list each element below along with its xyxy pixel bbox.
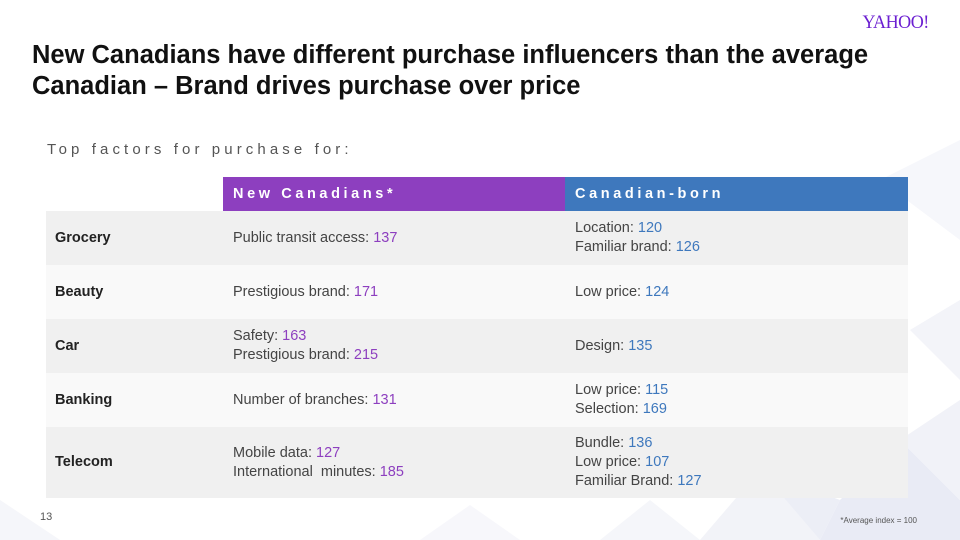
title-line-1: New Canadians have different purchase in… [32, 41, 869, 69]
table-row: Grocery Public transit access: 137 Locat… [46, 211, 908, 265]
factor-item: Familiar Brand: 127 [575, 473, 702, 489]
header-new-canadians: New Canadians* [223, 177, 565, 211]
category-label: Grocery [46, 211, 223, 265]
table-header-row: New Canadians* Canadian-born [46, 177, 908, 211]
factor-item: Prestigious brand: 171 [233, 283, 379, 300]
factor-item: International minutes: 185 [233, 463, 404, 480]
canadian-born-cell: Low price: 115 Selection: 169 [565, 373, 908, 427]
index-value: 169 [642, 401, 667, 417]
new-canadians-cell: Prestigious brand: 171 [223, 265, 565, 319]
header-blank [46, 177, 223, 211]
index-value: 171 [353, 283, 379, 300]
footnote: *Average index = 100 [840, 516, 917, 525]
canadian-born-cell: Design: 135 [565, 319, 908, 373]
new-canadians-cell: Mobile data: 127 International minutes: … [223, 427, 565, 498]
factor-item: Number of branches: 131 [233, 391, 397, 408]
index-value: 163 [282, 328, 307, 344]
factor-item: Mobile data: 127 [233, 444, 341, 461]
factor-item: Safety: 163 [233, 328, 307, 344]
factor-item: Prestigious brand: 215 [233, 347, 379, 363]
category-label: Beauty [46, 265, 223, 319]
factor-item: Public transit access: 137 [233, 229, 398, 246]
new-canadians-cell: Public transit access: 137 [223, 211, 565, 265]
index-value: 137 [373, 229, 398, 246]
index-value: 215 [353, 347, 379, 363]
factor-item: Low price: 107 [575, 454, 670, 470]
index-value: 107 [645, 454, 670, 470]
index-value: 136 [628, 435, 653, 451]
index-value: 120 [637, 220, 663, 236]
factor-item: Selection: 169 [575, 401, 667, 417]
new-canadians-cell: Safety: 163 Prestigious brand: 215 [223, 319, 565, 373]
canadian-born-cell: Bundle: 136 Low price: 107 Familiar Bran… [565, 427, 908, 498]
header-canadian-born: Canadian-born [565, 177, 908, 211]
canadian-born-cell: Location: 120 Familiar brand: 126 [565, 211, 908, 265]
index-value: 131 [372, 391, 397, 408]
factor-item: Low price: 115 [575, 382, 669, 398]
yahoo-logo: YAHOO! [862, 12, 930, 33]
index-value: 127 [316, 444, 341, 461]
title-line-2: Canadian – Brand drives purchase over pr… [32, 72, 581, 100]
factor-item: Bundle: 136 [575, 435, 653, 451]
category-label: Telecom [46, 427, 223, 498]
purchase-factors-table: New Canadians* Canadian-born Grocery Pub… [46, 177, 908, 498]
index-value: 126 [675, 239, 700, 255]
index-value: 124 [645, 283, 670, 300]
slide-title: New Canadians have different purchase in… [32, 40, 932, 102]
table-row: Beauty Prestigious brand: 171 Low price:… [46, 265, 908, 319]
category-label: Banking [46, 373, 223, 427]
table-row: Car Safety: 163 Prestigious brand: 215 D… [46, 319, 908, 373]
table-row: Banking Number of branches: 131 Low pric… [46, 373, 908, 427]
index-value: 127 [677, 473, 702, 489]
index-value: 115 [645, 382, 669, 398]
subtitle: Top factors for purchase for: [47, 141, 353, 158]
index-value: 135 [628, 337, 653, 354]
factor-item: Location: 120 [575, 220, 663, 236]
factor-item: Familiar brand: 126 [575, 239, 700, 255]
page-number: 13 [40, 511, 53, 523]
canadian-born-cell: Low price: 124 [565, 265, 908, 319]
factor-item: Design: 135 [575, 337, 653, 354]
table-row: Telecom Mobile data: 127 International m… [46, 427, 908, 498]
category-label: Car [46, 319, 223, 373]
index-value: 185 [379, 463, 404, 480]
factor-item: Low price: 124 [575, 283, 670, 300]
new-canadians-cell: Number of branches: 131 [223, 373, 565, 427]
